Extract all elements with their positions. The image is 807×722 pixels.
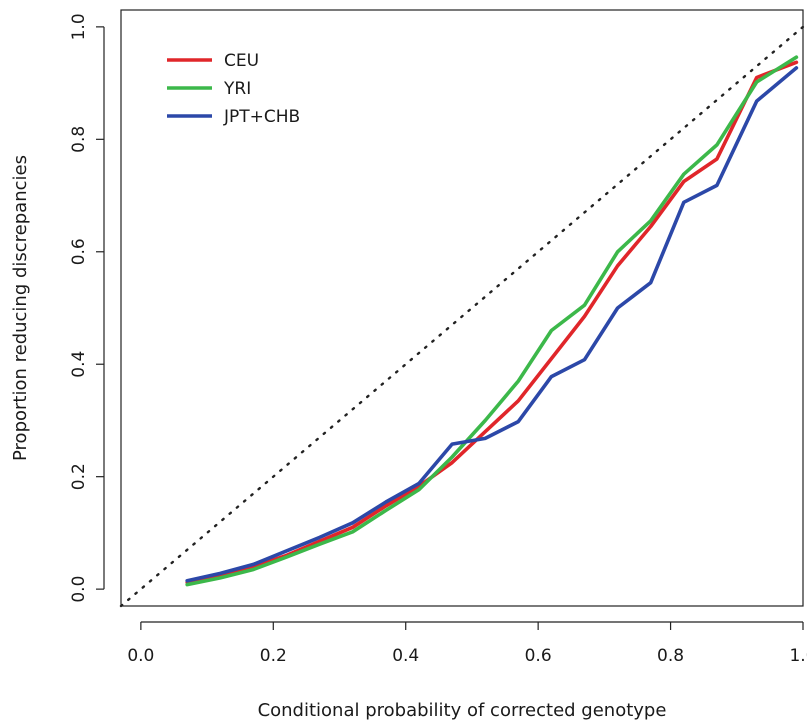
y-tick-label: 0.4 <box>69 351 89 378</box>
y-tick-label: 0.8 <box>69 126 89 153</box>
legend: CEU YRI JPT+CHB <box>167 51 300 127</box>
series-line-ceu <box>185 60 799 585</box>
y-tick-label: 0.2 <box>69 463 89 490</box>
y-tick-label: 0.0 <box>69 576 89 603</box>
reference-diagonal-line <box>119 25 805 608</box>
series-layer <box>185 55 799 587</box>
y-axis: 0.0 0.2 0.4 0.6 0.8 1.0 <box>69 13 105 603</box>
series-line-yri <box>185 55 799 587</box>
y-tick-label: 0.6 <box>69 238 89 265</box>
x-tick-label: 0.4 <box>392 646 419 666</box>
x-tick-label: 0.8 <box>657 646 684 666</box>
x-tick-label: 0.6 <box>525 646 552 666</box>
legend-label: YRI <box>223 79 251 99</box>
legend-label: JPT+CHB <box>223 107 300 127</box>
x-tick-label: 0.2 <box>260 646 287 666</box>
y-tick-label: 1.0 <box>69 13 89 40</box>
x-tick-label: 1.0 <box>789 646 807 666</box>
x-axis-title: Conditional probability of corrected gen… <box>258 700 667 721</box>
series-line-jpt-chb <box>185 66 799 583</box>
plot-frame <box>120 9 804 607</box>
x-tick-label: 0.0 <box>127 646 154 666</box>
y-axis-title: Proportion reducing discrepancies <box>10 155 31 461</box>
legend-label: CEU <box>224 51 259 71</box>
x-axis: 0.0 0.2 0.4 0.6 0.8 1.0 <box>127 621 807 666</box>
reference-line-layer <box>119 25 805 608</box>
